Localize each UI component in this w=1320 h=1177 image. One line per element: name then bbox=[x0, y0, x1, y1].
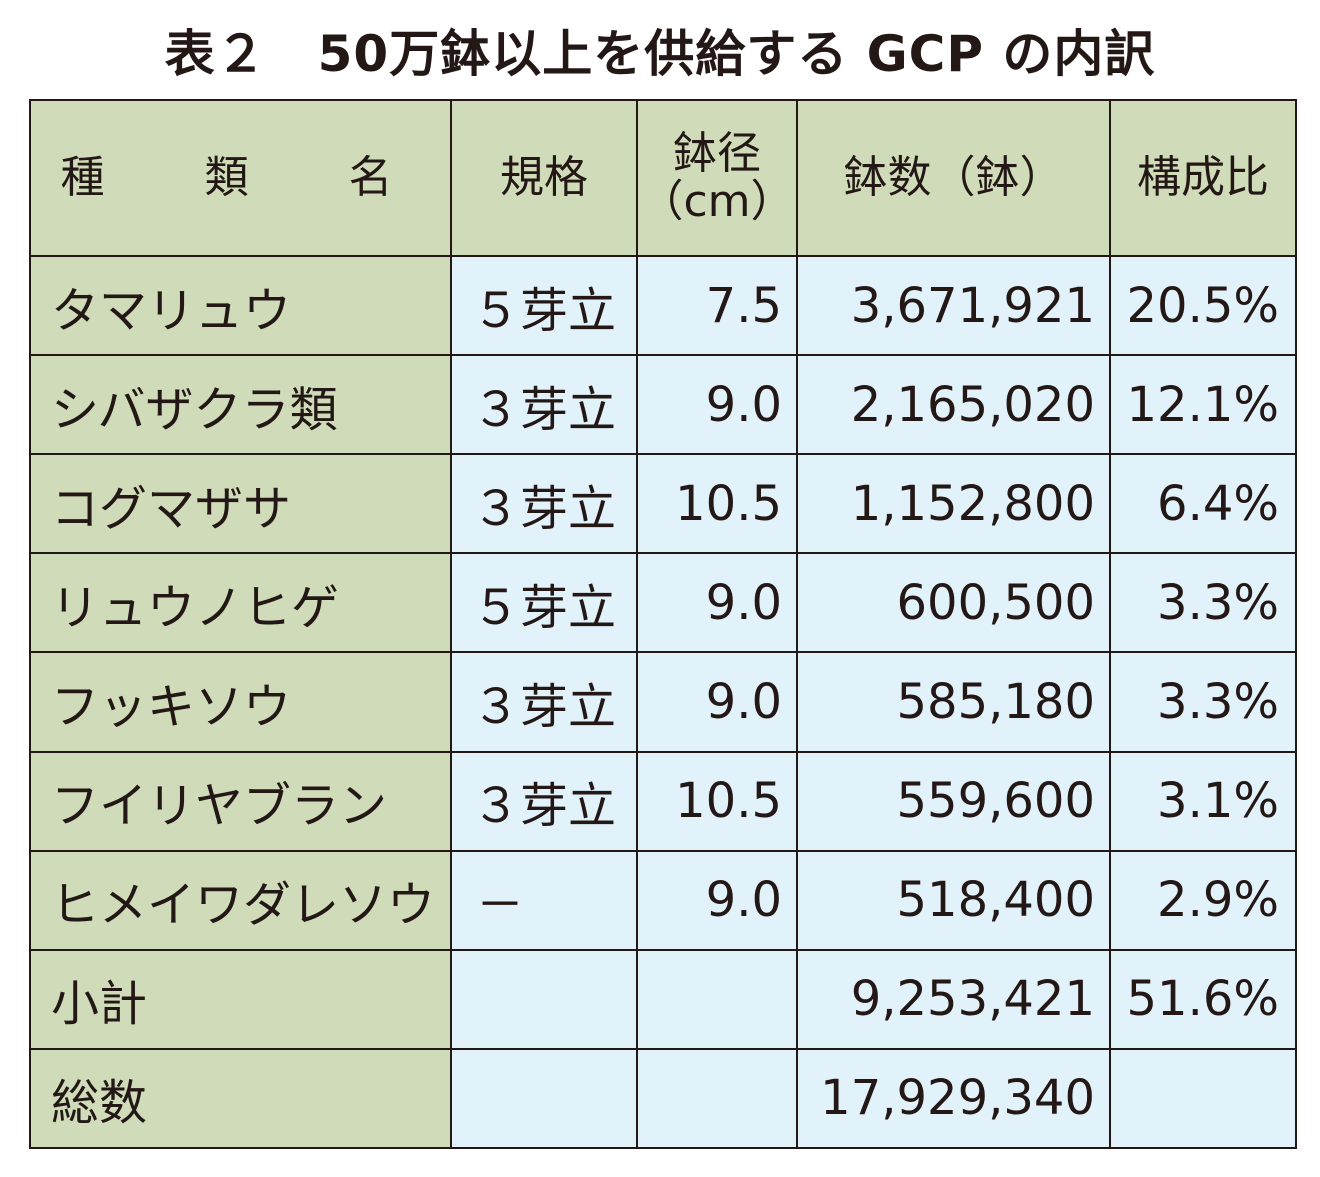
row-count: 3,671,921 bbox=[796, 254, 1111, 357]
row-count: 1,152,800 bbox=[796, 453, 1111, 555]
subtotal-count: 9,253,421 bbox=[796, 948, 1111, 1050]
row-spec: ５芽立 bbox=[450, 254, 638, 357]
row-name: リュウノヒゲ bbox=[29, 552, 452, 654]
subtotal-diameter-empty bbox=[636, 948, 798, 1050]
row-ratio: 6.4% bbox=[1109, 453, 1297, 555]
total-row: 総数 17,929,340 bbox=[29, 1047, 1297, 1150]
row-ratio: 2.9% bbox=[1109, 849, 1297, 951]
header-diameter-line2: （cm） bbox=[639, 176, 795, 227]
row-spec: ５芽立 bbox=[450, 552, 638, 654]
subtotal-row: 小計 9,253,421 51.6% bbox=[29, 948, 1297, 1050]
row-ratio: 20.5% bbox=[1109, 254, 1297, 357]
row-count: 559,600 bbox=[796, 750, 1111, 852]
row-diameter: 10.5 bbox=[636, 750, 798, 852]
row-spec: ３芽立 bbox=[450, 453, 638, 555]
total-label: 総数 bbox=[29, 1047, 452, 1150]
row-ratio: 3.3% bbox=[1109, 651, 1297, 753]
subtotal-label: 小計 bbox=[29, 948, 452, 1050]
row-name: コグマザサ bbox=[29, 453, 452, 555]
row-count: 585,180 bbox=[796, 651, 1111, 753]
row-diameter: 9.0 bbox=[636, 552, 798, 654]
row-spec: ３芽立 bbox=[450, 750, 638, 852]
row-count: 518,400 bbox=[796, 849, 1111, 951]
header-name: 種 類 名 bbox=[29, 99, 452, 257]
subtotal-ratio: 51.6% bbox=[1109, 948, 1297, 1050]
table-title: 表２ 50万鉢以上を供給する GCP の内訳 bbox=[164, 25, 1156, 83]
header-count: 鉢数（鉢） bbox=[796, 99, 1111, 257]
table-row: コグマザサ ３芽立 10.5 1,152,800 6.4% bbox=[29, 453, 1297, 555]
total-diameter-empty bbox=[636, 1047, 798, 1150]
table-row: ヒメイワダレソウ － 9.0 518,400 2.9% bbox=[29, 849, 1297, 951]
row-ratio: 3.3% bbox=[1109, 552, 1297, 654]
row-diameter: 9.0 bbox=[636, 849, 798, 951]
row-name: フイリヤブラン bbox=[29, 750, 452, 852]
table-row: シバザクラ類 ３芽立 9.0 2,165,020 12.1% bbox=[29, 354, 1297, 456]
table-row: リュウノヒゲ ５芽立 9.0 600,500 3.3% bbox=[29, 552, 1297, 654]
row-diameter: 7.5 bbox=[636, 254, 798, 357]
row-count: 2,165,020 bbox=[796, 354, 1111, 456]
header-diameter: 鉢径 （cm） bbox=[636, 99, 798, 257]
row-name: シバザクラ類 bbox=[29, 354, 452, 456]
row-ratio: 3.1% bbox=[1109, 750, 1297, 852]
total-count: 17,929,340 bbox=[796, 1047, 1111, 1150]
gcp-breakdown-table: 種 類 名 規格 鉢径 （cm） 鉢数（鉢） 構成比 タマリュウ ５芽立 7.5… bbox=[29, 99, 1297, 1150]
header-spec: 規格 bbox=[450, 99, 638, 257]
row-diameter: 9.0 bbox=[636, 354, 798, 456]
table-row: フッキソウ ３芽立 9.0 585,180 3.3% bbox=[29, 651, 1297, 753]
row-spec: － bbox=[450, 849, 638, 951]
total-ratio-empty bbox=[1109, 1047, 1297, 1150]
row-spec: ３芽立 bbox=[450, 354, 638, 456]
header-row: 種 類 名 規格 鉢径 （cm） 鉢数（鉢） 構成比 bbox=[29, 99, 1297, 257]
row-ratio: 12.1% bbox=[1109, 354, 1297, 456]
table-row: フイリヤブラン ３芽立 10.5 559,600 3.1% bbox=[29, 750, 1297, 852]
header-ratio: 構成比 bbox=[1109, 99, 1297, 257]
table-row: タマリュウ ５芽立 7.5 3,671,921 20.5% bbox=[29, 254, 1297, 357]
subtotal-spec-empty bbox=[450, 948, 638, 1050]
row-name: タマリュウ bbox=[29, 254, 452, 357]
row-diameter: 9.0 bbox=[636, 651, 798, 753]
row-name: ヒメイワダレソウ bbox=[29, 849, 452, 951]
row-count: 600,500 bbox=[796, 552, 1111, 654]
row-name: フッキソウ bbox=[29, 651, 452, 753]
row-spec: ３芽立 bbox=[450, 651, 638, 753]
row-diameter: 10.5 bbox=[636, 453, 798, 555]
total-spec-empty bbox=[450, 1047, 638, 1150]
header-diameter-line1: 鉢径 bbox=[673, 127, 761, 179]
